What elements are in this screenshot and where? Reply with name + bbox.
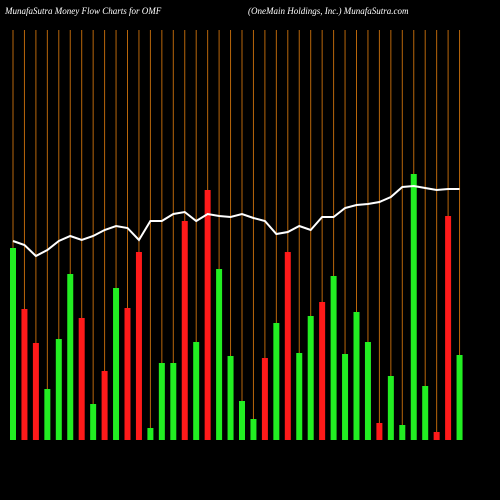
- line: [12, 184, 460, 258]
- bar: [67, 274, 74, 440]
- bar: [147, 428, 154, 440]
- bar: [135, 252, 142, 440]
- bar: [158, 363, 165, 440]
- bar: [433, 432, 440, 440]
- bar: [170, 363, 177, 440]
- bar: [44, 389, 51, 440]
- bar: [78, 318, 85, 440]
- bar: [387, 376, 394, 440]
- bar: [342, 354, 349, 440]
- chart-title: MunafaSutra Money Flow Charts for OMF: [4, 6, 162, 16]
- bar: [330, 276, 337, 440]
- bar: [193, 342, 200, 440]
- bar: [399, 425, 406, 440]
- bar: [319, 302, 326, 440]
- bar: [10, 248, 16, 440]
- bar: [101, 371, 108, 440]
- bar: [32, 343, 39, 440]
- bar: [445, 216, 452, 440]
- bar: [422, 386, 429, 440]
- bar: [410, 174, 417, 440]
- bar: [261, 358, 268, 440]
- bar: [21, 309, 28, 440]
- bar: [376, 423, 383, 440]
- bar: [90, 404, 97, 440]
- bar: [216, 269, 223, 440]
- bar: [296, 353, 303, 440]
- bar: [353, 312, 360, 440]
- bar: [284, 252, 291, 440]
- bar: [364, 342, 371, 440]
- bar: [181, 221, 188, 440]
- bar: [250, 419, 257, 440]
- bar: [273, 323, 280, 440]
- bar: [55, 339, 62, 440]
- bar: [204, 190, 211, 440]
- bar: [124, 308, 131, 440]
- chart-subtitle: (OneMain Holdings, Inc.) MunafaSutra.com: [248, 6, 409, 16]
- bar: [227, 356, 234, 440]
- bar: [113, 288, 120, 440]
- bar: [307, 316, 314, 440]
- bar: [239, 401, 245, 440]
- bar: [456, 355, 463, 440]
